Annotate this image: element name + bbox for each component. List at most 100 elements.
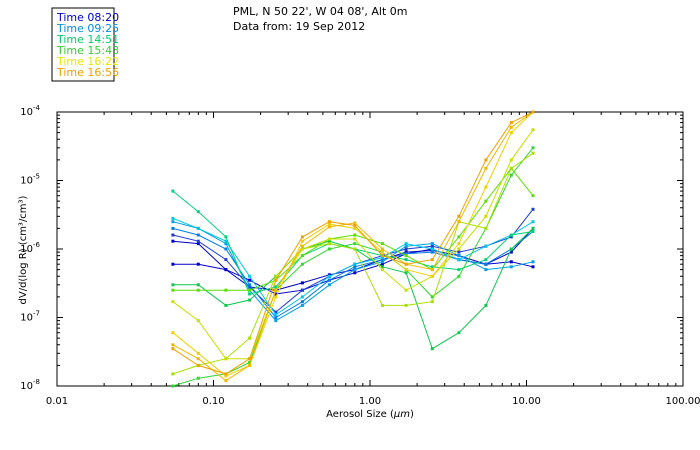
data-point (248, 298, 252, 302)
data-point (224, 239, 228, 243)
data-point (380, 258, 384, 262)
data-point (380, 256, 384, 260)
x-tick-label: 1.00 (359, 396, 381, 407)
data-point (457, 247, 461, 251)
data-point (509, 250, 513, 254)
data-point (248, 357, 252, 361)
data-point (171, 226, 175, 230)
data-point (353, 224, 357, 227)
data-point (430, 274, 434, 278)
data-point (274, 278, 278, 282)
data-point (327, 247, 331, 251)
data-point (353, 247, 357, 251)
data-point (224, 268, 228, 272)
data-point (509, 166, 513, 170)
data-point (300, 254, 304, 258)
series-line (172, 248, 534, 295)
data-point (327, 283, 331, 287)
data-point (171, 300, 175, 304)
data-point (300, 239, 304, 243)
data-point (274, 285, 278, 289)
data-point (327, 222, 331, 226)
data-point (484, 262, 488, 266)
data-point (531, 220, 535, 224)
data-point (380, 265, 384, 269)
data-point (248, 285, 252, 289)
data-point (457, 214, 461, 218)
data-point (274, 310, 278, 314)
data-point (380, 268, 384, 272)
data-point (531, 146, 535, 150)
data-point (248, 283, 252, 287)
y-tick-base: 10 (20, 381, 33, 392)
data-point (274, 295, 278, 299)
data-point (457, 258, 461, 262)
data-point (300, 288, 304, 292)
data-point (300, 303, 304, 307)
y-tick-label: 10-7 (20, 310, 40, 324)
data-point (171, 331, 175, 335)
y-tick-exponent: -7 (33, 310, 40, 318)
data-point (353, 265, 357, 269)
data-point (509, 247, 513, 251)
data-point (353, 271, 357, 275)
y-axis-title: dV/d(log R) (cm³/cm³) (18, 195, 29, 304)
y-tick-exponent: -4 (33, 104, 41, 112)
data-point (300, 300, 304, 304)
data-point (509, 260, 513, 264)
data-point (430, 244, 434, 248)
data-point (430, 268, 434, 272)
data-point (196, 319, 200, 323)
y-tick-label: 10-4 (20, 104, 40, 118)
data-point (404, 250, 408, 254)
data-point (300, 244, 304, 248)
data-point (327, 242, 331, 246)
series-11 (171, 128, 535, 361)
data-point (531, 194, 535, 198)
data-point (404, 271, 408, 275)
data-point (248, 292, 252, 296)
data-point (531, 265, 535, 269)
data-point (380, 262, 384, 266)
data-point (274, 313, 278, 317)
data-point (224, 235, 228, 239)
legend-entry: Time 08:20 (56, 11, 119, 24)
data-point (430, 300, 434, 304)
data-point (300, 295, 304, 299)
y-tick-exponent: -6 (33, 241, 41, 249)
data-point (171, 384, 175, 388)
data-point (224, 242, 228, 246)
x-tick-label: 100.00 (666, 396, 700, 407)
data-point (327, 274, 331, 278)
data-point (457, 268, 461, 272)
legend-entry: Time 09:25 (56, 22, 119, 35)
data-point (457, 254, 461, 258)
data-point (196, 288, 200, 292)
legend-entry: Time 16:56 (56, 66, 119, 79)
data-point (327, 239, 331, 243)
series-lines (171, 110, 535, 388)
data-point (171, 189, 175, 193)
data-point (484, 166, 488, 170)
data-point (404, 247, 408, 251)
data-point (327, 278, 331, 282)
data-point (196, 226, 200, 230)
data-point (248, 363, 252, 367)
data-point (484, 244, 488, 248)
data-point (353, 233, 357, 237)
legend-entry: Time 16:22 (56, 55, 119, 68)
y-tick-base: 10 (20, 244, 33, 255)
data-point (531, 260, 535, 264)
data-point (274, 288, 278, 292)
series-line (172, 152, 534, 375)
y-tick-label: 10-6 (20, 241, 40, 255)
data-point (353, 242, 357, 246)
data-point (430, 295, 434, 299)
data-point (224, 247, 228, 251)
data-point (430, 250, 434, 254)
data-point (404, 242, 408, 246)
data-point (531, 151, 535, 155)
y-tick-exponent: -5 (33, 173, 40, 181)
legend-box (51, 7, 115, 82)
